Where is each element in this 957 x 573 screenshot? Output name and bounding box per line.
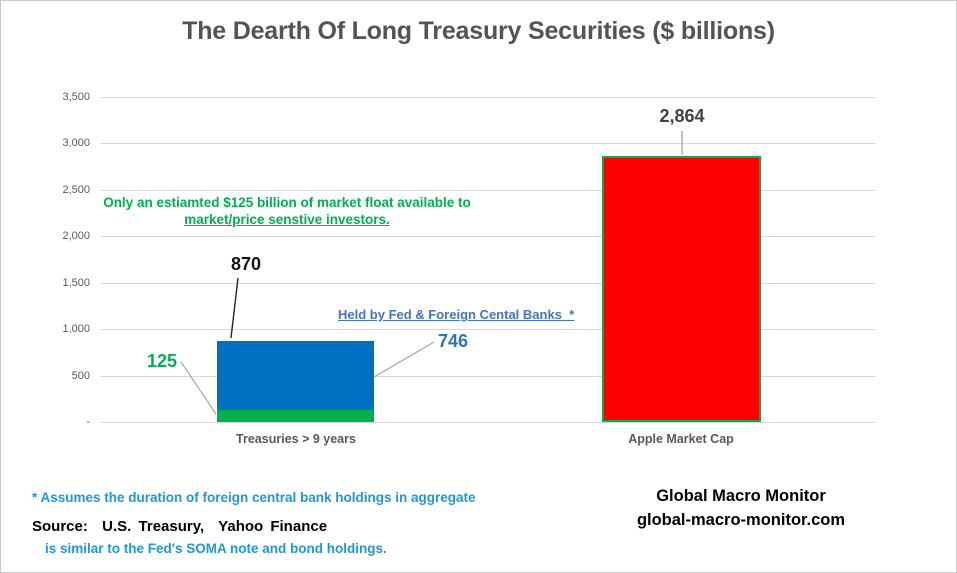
source-text: Source: U.S. Treasury, Yahoo Finance [32,518,328,535]
gridline-1500 [101,282,875,284]
gridline-3000 [101,143,875,145]
y-tick-label-3500: 3,500 [62,91,90,103]
gridline-2500 [101,189,875,191]
footnote-asterisk: * Assumes the duration of foreign centra… [32,455,476,572]
branding-block: Global Macro Monitor global-macro-monito… [591,484,891,532]
y-tick-label-1500: 1,500 [62,276,90,289]
y-tick-label-500: 500 [71,369,90,382]
y-tick-label-1000: 1,000 [62,323,90,336]
bar-treasuries-held-by-banks-segment [217,341,374,411]
gridline-500 [101,375,875,377]
value-label-red-bar: 2,864 [659,106,705,126]
footnote-line2: is similar to the Fed's SOMA note and bo… [45,541,387,556]
gridline-0 [101,422,875,423]
branding-name: Global Macro Monitor [656,487,826,505]
connector-125-line [180,361,217,415]
gridline-1000 [101,329,875,331]
y-tick-label-2000: 2,000 [62,230,90,243]
category-label-apple: Apple Market Cap [628,432,734,446]
footnote-line1: * Assumes the duration of foreign centra… [32,490,476,505]
connector-746-line [373,341,435,378]
gridline-2000 [101,236,875,238]
chart-title: The Dearth Of Long Treasury Securities (… [182,17,775,45]
annotation-market-float: Only an estiamted $125 billion of market… [89,194,485,228]
annotation-held-by-banks: Held by Fed & Foreign Cental Banks * [338,307,575,322]
bar-treasuries-market-float-segment [217,410,374,422]
category-label-treasuries: Treasuries > 9 years [236,432,356,446]
value-label-blue-segment: 746 [438,331,469,351]
bar-apple-market-cap [602,156,761,422]
gridline-3500 [101,97,875,98]
annotation-market-float-line1: Only an estiamted $125 billion of market… [103,195,471,210]
y-tick-label-0: - [86,416,90,428]
value-label-bar1-total: 870 [230,254,262,274]
y-tick-label-2500: 2,500 [62,183,90,196]
annotation-market-float-line2: market/price senstive investors. [184,212,390,227]
value-label-green-segment: 125 [146,351,177,371]
y-tick-label-3000: 3,000 [62,137,90,150]
branding-url: global-macro-monitor.com [636,511,846,529]
